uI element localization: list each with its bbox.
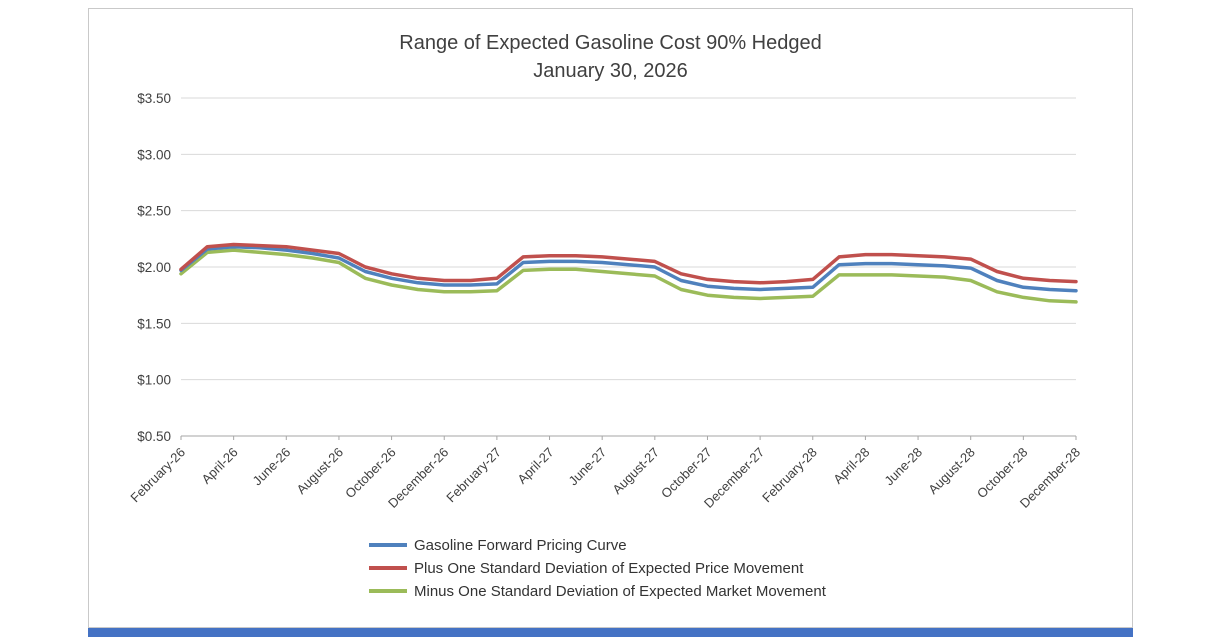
x-axis-tick-label: August-28 [925,445,978,498]
x-axis-tick-label: October-26 [342,445,399,502]
legend-line-swatch [369,543,407,547]
x-axis-tick-label: June-28 [881,445,925,489]
legend-item: Gasoline Forward Pricing Curve [369,535,826,555]
chart-subtitle: January 30, 2026 [533,60,688,82]
chart-header: Range of Expected Gasoline Cost 90% Hedg… [89,29,1132,85]
x-axis-tick-label: February-27 [443,445,504,506]
chart-title: Range of Expected Gasoline Cost 90% Hedg… [399,32,822,54]
y-axis-tick-label: $2.00 [137,260,171,275]
y-axis-tick-label: $1.00 [137,373,171,388]
y-axis-tick-label: $3.00 [137,147,171,162]
y-axis-tick-label: $2.50 [137,204,171,219]
legend-line-swatch [369,566,407,570]
x-axis-tick-label: April-26 [198,445,240,487]
chart-canvas: $0.50 $1.00 $1.50 $2.00 $2.50 $3.00 $3.50 Febru… [127,91,1083,511]
y-axis-tick-label: $1.50 [137,316,171,331]
legend-label: Plus One Standard Deviation of Expected … [414,559,804,577]
y-axis-tick-label: $0.50 [137,429,171,444]
x-axis-tick-label: June-27 [565,445,609,489]
legend: Gasoline Forward Pricing Curve Plus One S… [369,535,826,601]
legend-label: Minus One Standard Deviation of Expected… [414,582,826,600]
legend-item: Plus One Standard Deviation of Expected … [369,558,826,578]
legend-item: Minus One Standard Deviation of Expected… [369,581,826,601]
legend-line-swatch [369,589,407,593]
x-axis-tick-label: April-28 [830,445,872,487]
x-axis-tick-label: August-26 [294,445,347,498]
x-axis-tick-label: February-28 [759,445,820,506]
x-axis-tick-label: February-26 [127,445,188,506]
footer-accent-bar [88,628,1133,637]
y-axis-tick-label: $3.50 [137,91,171,106]
series-line-2 [179,242,1078,285]
series-line-3 [179,248,1078,304]
x-axis-tick-label: June-26 [250,445,294,489]
x-axis-tick-label: October-28 [974,445,1031,502]
chart-card: Range of Expected Gasoline Cost 90% Hedg… [88,8,1133,628]
x-axis-tick-label: April-27 [514,445,556,487]
series-line-1 [179,244,1078,293]
legend-label: Gasoline Forward Pricing Curve [414,536,627,554]
x-axis-tick-label: August-27 [609,445,662,498]
x-axis-tick-label: October-27 [658,445,715,502]
